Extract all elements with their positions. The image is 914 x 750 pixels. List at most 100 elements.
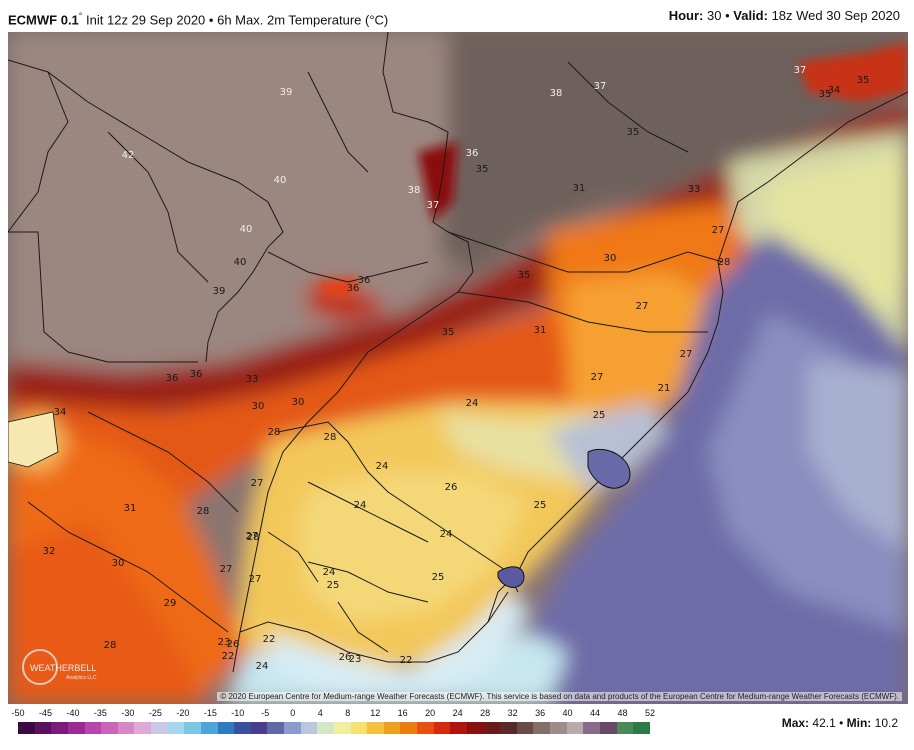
colorbar-swatch xyxy=(84,722,102,734)
colorbar-swatch xyxy=(633,722,650,734)
min-value: 10.2 xyxy=(874,716,898,730)
temp-label: 27 xyxy=(251,478,264,489)
temp-label: 27 xyxy=(249,574,262,585)
colorbar-swatch xyxy=(400,722,417,734)
hour-label: Hour: xyxy=(668,8,704,23)
temp-label: 37 xyxy=(427,200,440,211)
temp-label: 22 xyxy=(263,634,276,645)
colorbar-tick: 20 xyxy=(425,708,436,718)
colorbar-tick: 0 xyxy=(290,708,296,718)
temp-label: 24 xyxy=(376,461,389,472)
temp-label: 28 xyxy=(247,532,260,543)
colorbar-tick: -15 xyxy=(203,708,217,718)
colorbar-swatch xyxy=(550,722,567,734)
min-label: Min: xyxy=(846,716,872,730)
temp-label: 30 xyxy=(604,253,617,264)
temp-label: 23 xyxy=(349,654,362,665)
temp-label: 27 xyxy=(636,301,649,312)
colorbar-swatch xyxy=(566,722,584,734)
temp-label: 25 xyxy=(534,500,547,511)
max-min-readout: Max: 42.1 • Min: 10.2 xyxy=(782,716,898,730)
coast-lakes xyxy=(8,411,631,588)
colorbar-tick: -50 xyxy=(11,708,25,718)
product-name: 6h Max. 2m Temperature (°C) xyxy=(217,12,389,28)
header-right: Hour: 30 • Valid: 18z Wed 30 Sep 2020 xyxy=(669,0,900,32)
copyright-notice: © 2020 European Centre for Medium-range … xyxy=(217,692,902,701)
temp-label: 36 xyxy=(347,283,360,294)
colorbar-tick: 48 xyxy=(617,708,628,718)
temp-label: 28 xyxy=(197,506,210,517)
temp-label: 42 xyxy=(122,150,135,161)
colorbar-swatch xyxy=(300,722,318,734)
temp-label: 29 xyxy=(164,598,177,609)
temp-label: 30 xyxy=(252,401,265,412)
map-header: ECMWF 0.1° Init 12z 29 Sep 2020 • 6h Max… xyxy=(0,0,914,32)
colorbar-tick: -25 xyxy=(148,708,162,718)
colorbar-tick: 12 xyxy=(370,708,381,718)
colorbar-tick: -35 xyxy=(93,708,107,718)
separator: • xyxy=(725,8,730,23)
temp-label: 23 xyxy=(218,637,231,648)
temp-label: 28 xyxy=(718,257,731,268)
logo-subtext: Analytics LLC xyxy=(66,675,97,681)
colorbar-swatch xyxy=(234,722,251,734)
temp-label: 40 xyxy=(234,257,247,268)
colorbar-swatch xyxy=(466,722,484,734)
temp-label: 38 xyxy=(550,88,563,99)
colorbar-tick: -5 xyxy=(261,708,270,718)
colorbar-swatch xyxy=(483,722,501,734)
colorbar xyxy=(18,722,650,734)
separator: • xyxy=(839,716,844,730)
temp-label: 27 xyxy=(220,564,233,575)
colorbar-swatch xyxy=(284,722,301,734)
temp-label: 36 xyxy=(466,148,479,159)
max-label: Max: xyxy=(781,716,810,730)
temp-label: 35 xyxy=(857,75,870,86)
temp-label: 26 xyxy=(339,652,352,663)
colorbar-swatch xyxy=(151,722,168,734)
temp-label: 30 xyxy=(112,558,125,569)
temp-label: 39 xyxy=(280,87,293,98)
temp-label: 31 xyxy=(534,325,547,336)
temp-label: 32 xyxy=(43,546,56,557)
colorbar-swatch xyxy=(383,722,401,734)
hour-value: 30 xyxy=(706,8,722,23)
valid-label: Valid: xyxy=(733,8,768,23)
colorbar-tick: -20 xyxy=(176,708,190,718)
colorbar-swatch xyxy=(117,722,135,734)
colorbar-tick: -45 xyxy=(38,708,52,718)
temp-label: 24 xyxy=(256,661,269,672)
colorbar-swatch xyxy=(516,722,534,734)
colorbar-tick: -40 xyxy=(66,708,80,718)
colorbar-swatch xyxy=(599,722,617,734)
colorbar-swatch xyxy=(367,722,384,734)
temp-label: 35 xyxy=(476,164,489,175)
colorbar-tick: -10 xyxy=(231,708,245,718)
colorbar-swatch xyxy=(200,722,218,734)
colorbar-swatch xyxy=(533,722,550,734)
colorbar-swatch xyxy=(51,722,68,734)
temp-label: 24 xyxy=(466,398,479,409)
colorbar-tick: 8 xyxy=(345,708,351,718)
colorbar-swatch xyxy=(267,722,284,734)
temperature-map[interactable]: 42 39 38 37 37 35 35 34 36 35 38 37 40 40 40 39 31 33 27 30… xyxy=(8,32,908,704)
temp-label: 27 xyxy=(591,372,604,383)
degree-symbol: ° xyxy=(78,11,83,21)
colorbar-tick: -30 xyxy=(121,708,135,718)
colorbar-tick: 24 xyxy=(452,708,463,718)
temp-label: 22 xyxy=(400,655,413,666)
temp-label: 33 xyxy=(246,374,259,385)
temp-label: 26 xyxy=(227,639,240,650)
temp-label: 40 xyxy=(274,175,287,186)
colorbar-swatch xyxy=(34,722,52,734)
colorbar-swatch xyxy=(67,722,85,734)
temp-label: 28 xyxy=(104,640,117,651)
valid-value: 18z Wed 30 Sep 2020 xyxy=(771,8,900,23)
header-left: ECMWF 0.1° Init 12z 29 Sep 2020 • 6h Max… xyxy=(8,0,388,36)
colorbar-tick: 28 xyxy=(480,708,491,718)
temp-label: 34 xyxy=(828,85,841,96)
temp-label: 26 xyxy=(445,482,458,493)
colorbar-swatch xyxy=(217,722,235,734)
colorbar-swatch xyxy=(616,722,634,734)
